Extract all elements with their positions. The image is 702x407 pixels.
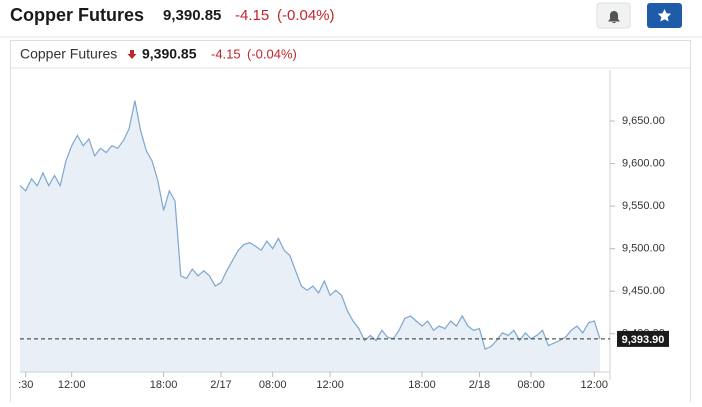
x-tick-label: :30 <box>18 379 33 391</box>
chart-change-pct: (-0.04%) <box>247 46 297 61</box>
chart-price: 9,390.85 <box>142 46 197 62</box>
plot: Investing.com9,400.009,450.009,500.009,5… <box>18 70 669 391</box>
x-tick-label: 12:00 <box>58 379 86 391</box>
header-change: -4.15 <box>235 7 269 24</box>
chart-change: -4.15 <box>211 46 241 61</box>
y-tick-label: 9,550.00 <box>622 200 665 212</box>
y-tick-label: 9,450.00 <box>622 285 665 297</box>
y-tick-label: 9,500.00 <box>622 243 665 255</box>
header-change-pct: (-0.04%) <box>277 7 335 24</box>
price-line <box>19 100 601 350</box>
last-price-tag <box>617 330 669 347</box>
y-tick-label: 9,600.00 <box>622 157 665 169</box>
star-icon[interactable] <box>657 9 672 22</box>
x-tick-label: 2/17 <box>210 379 231 391</box>
x-tick-label: 08:00 <box>259 379 287 391</box>
area-fill <box>20 100 600 372</box>
down-arrow <box>127 50 137 59</box>
bell-icon[interactable] <box>608 11 620 23</box>
page-title: Copper Futures <box>10 5 144 25</box>
x-tick-label: 12:00 <box>580 379 608 391</box>
header-price: 9,390.85 <box>163 7 221 24</box>
x-tick-label: 2/18 <box>469 379 490 391</box>
x-tick-label: 12:00 <box>316 379 344 391</box>
chart-title: Copper Futures <box>20 46 117 62</box>
x-tick-label: 18:00 <box>408 379 436 391</box>
y-tick-label: 9,650.00 <box>622 115 665 127</box>
x-tick-label: 08:00 <box>517 379 545 391</box>
last-price-label: 9,393.90 <box>622 334 665 346</box>
x-tick-label: 18:00 <box>150 379 178 391</box>
alert-button[interactable] <box>596 2 631 29</box>
watchlist-button[interactable] <box>647 3 682 28</box>
